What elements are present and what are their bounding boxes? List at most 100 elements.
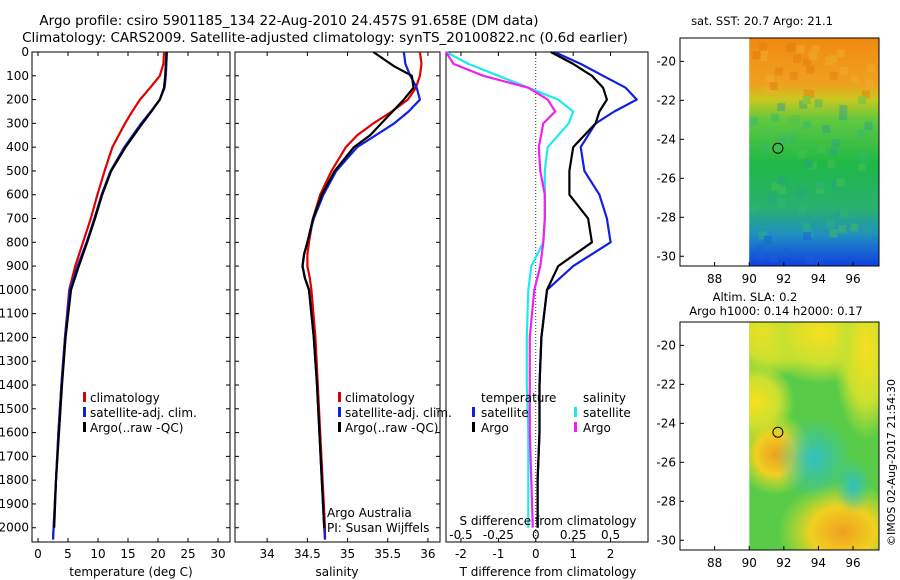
depth-tick-label: 1000	[0, 283, 29, 297]
sst-texture-cell	[867, 64, 876, 73]
legend-swatch-s-satellite	[574, 407, 577, 417]
sst-texture-cell	[786, 44, 795, 53]
depth-tick-label: 500	[6, 164, 29, 178]
difference-legend: temperature salinity satellite Argo sate…	[472, 391, 631, 435]
sst-texture-cell	[839, 67, 848, 75]
sst-texture-cell	[816, 181, 825, 190]
sst-texture-cell	[829, 229, 838, 238]
sst-texture-cell	[797, 188, 806, 197]
x-tick-label: 0	[34, 547, 42, 561]
x-tick-label: 34	[260, 547, 275, 561]
sst-texture-cell	[768, 193, 776, 202]
legend-title-salinity: salinity	[583, 391, 626, 405]
difference-series	[445, 50, 638, 528]
depth-tick-label: 400	[6, 140, 29, 154]
sst-texture-cell	[808, 161, 817, 170]
t-difference-xlabel: T difference from climatology	[459, 565, 637, 579]
sst-texture-cell	[827, 160, 836, 168]
sst-texture-cell	[798, 150, 807, 159]
sst-texture-cell	[759, 42, 768, 51]
legend-label-argo: Argo(..raw -QC)	[90, 421, 183, 435]
depth-axis: 0 100 200 300 400 500 600 700 800 900 1000 1100 1200…	[0, 45, 230, 535]
depth-tick-label: 1900	[0, 497, 29, 511]
series-line-salinity-satellite	[445, 51, 575, 528]
depth-tick-label: 200	[6, 93, 29, 107]
x-tick-label: 30	[210, 547, 225, 561]
x-tick-label: 15	[120, 547, 135, 561]
sst-texture-cell	[808, 52, 817, 61]
sst-texture-cell	[806, 255, 815, 264]
depth-tick-label: 100	[6, 69, 29, 83]
depth-tick-label: 2000	[0, 521, 29, 535]
sst-texture-cell	[765, 74, 774, 83]
sst-texture-cell	[865, 79, 874, 88]
sst-texture-cell	[793, 55, 801, 63]
map-y-tick-label: -20	[656, 338, 676, 352]
map-y-tick-label: -22	[656, 93, 676, 107]
sst-texture-cell	[802, 57, 811, 66]
sst-texture-cell	[771, 182, 780, 191]
sla-map: Altim. SLA: 0.2 Argo h1000: 0.14 h2000: …	[656, 290, 880, 570]
sst-texture-cell	[759, 53, 768, 61]
sst-texture-cell	[836, 178, 845, 187]
depth-tick-label: 1500	[0, 402, 29, 416]
sst-texture-cell	[850, 75, 859, 84]
series-line-argo-raw-qc-	[301, 51, 415, 528]
depth-tick-label: 1700	[0, 449, 29, 463]
sst-texture-cell	[804, 159, 813, 168]
sst-texture-cell	[802, 222, 811, 231]
sst-texture-cell	[803, 232, 812, 241]
s-difference-x-axis: -0.5 -0.25 0 0.25 0.5	[449, 528, 620, 542]
sst-texture-cell	[829, 147, 838, 156]
map-y-tick-label: -30	[656, 533, 676, 547]
series-line-salinity-argo	[445, 51, 557, 528]
sst-texture-cell	[816, 185, 825, 194]
map-y-tick-label: -28	[656, 210, 676, 224]
x-tick-label: 0	[532, 547, 540, 561]
series-line-climatology	[306, 51, 423, 540]
x-tick-label: 1	[569, 547, 577, 561]
sst-texture	[750, 42, 876, 264]
title-line1: Argo profile: csiro 5901185_134 22-Aug-2…	[39, 13, 538, 29]
legend-label-s-argo: Argo	[583, 421, 611, 435]
depth-tick-label: 0	[21, 45, 29, 59]
sst-texture-cell	[762, 143, 771, 152]
sst-texture-cell	[750, 117, 759, 126]
salinity-panel: 34 34.5 35 35.5 36 salinity climatology sate…	[234, 51, 452, 579]
sst-texture-cell	[770, 113, 779, 122]
sst-map-title: sat. SST: 20.7 Argo: 21.1	[691, 14, 833, 28]
depth-tick-label: 1800	[0, 473, 29, 487]
x2-tick-label: 0.25	[560, 528, 587, 542]
sst-texture-cell	[806, 65, 815, 74]
sst-texture-cell	[839, 105, 848, 114]
sst-texture-cell	[858, 163, 867, 172]
sst-texture-cell	[815, 255, 824, 264]
sst-texture-cell	[788, 134, 797, 143]
depth-tick-label: 1400	[0, 378, 29, 392]
sst-texture-cell	[826, 220, 835, 229]
legend-swatch-t-argo	[472, 422, 475, 432]
t-difference-x-axis: -2 -1 0 1 2	[455, 52, 614, 561]
sst-texture-cell	[755, 244, 764, 253]
argo-position-marker	[772, 426, 784, 438]
legend-swatch-climatology	[83, 392, 86, 402]
depth-tick-label: 1100	[0, 307, 29, 321]
sst-texture-cell	[750, 204, 759, 213]
sst-texture-cell	[858, 96, 867, 105]
sst-texture-cell	[777, 199, 786, 208]
map-x-tick-label: 94	[811, 556, 826, 570]
legend-label-s-satellite: satellite	[583, 406, 631, 420]
legend-label-climatology: climatology	[345, 391, 415, 405]
x-tick-label: -1	[492, 547, 504, 561]
sst-texture-cell	[847, 128, 855, 137]
legend-label-t-satellite: satellite	[481, 406, 529, 420]
sst-texture-cell	[857, 129, 866, 138]
salinity-series	[301, 51, 423, 540]
legend-swatch-satellite	[338, 407, 341, 417]
sst-map: sat. SST: 20.7 Argo: 21.1 88 90 92 94 96 -20 -…	[656, 14, 880, 286]
map-x-tick-label: 96	[845, 556, 860, 570]
sla-anomaly-blob	[833, 322, 880, 441]
depth-tick-label: 800	[6, 235, 29, 249]
sla-map-ticks: 88 90 92 94 96 -20 -22 -24 -26 -28 -30	[656, 338, 860, 570]
sst-texture-cell	[765, 87, 774, 96]
